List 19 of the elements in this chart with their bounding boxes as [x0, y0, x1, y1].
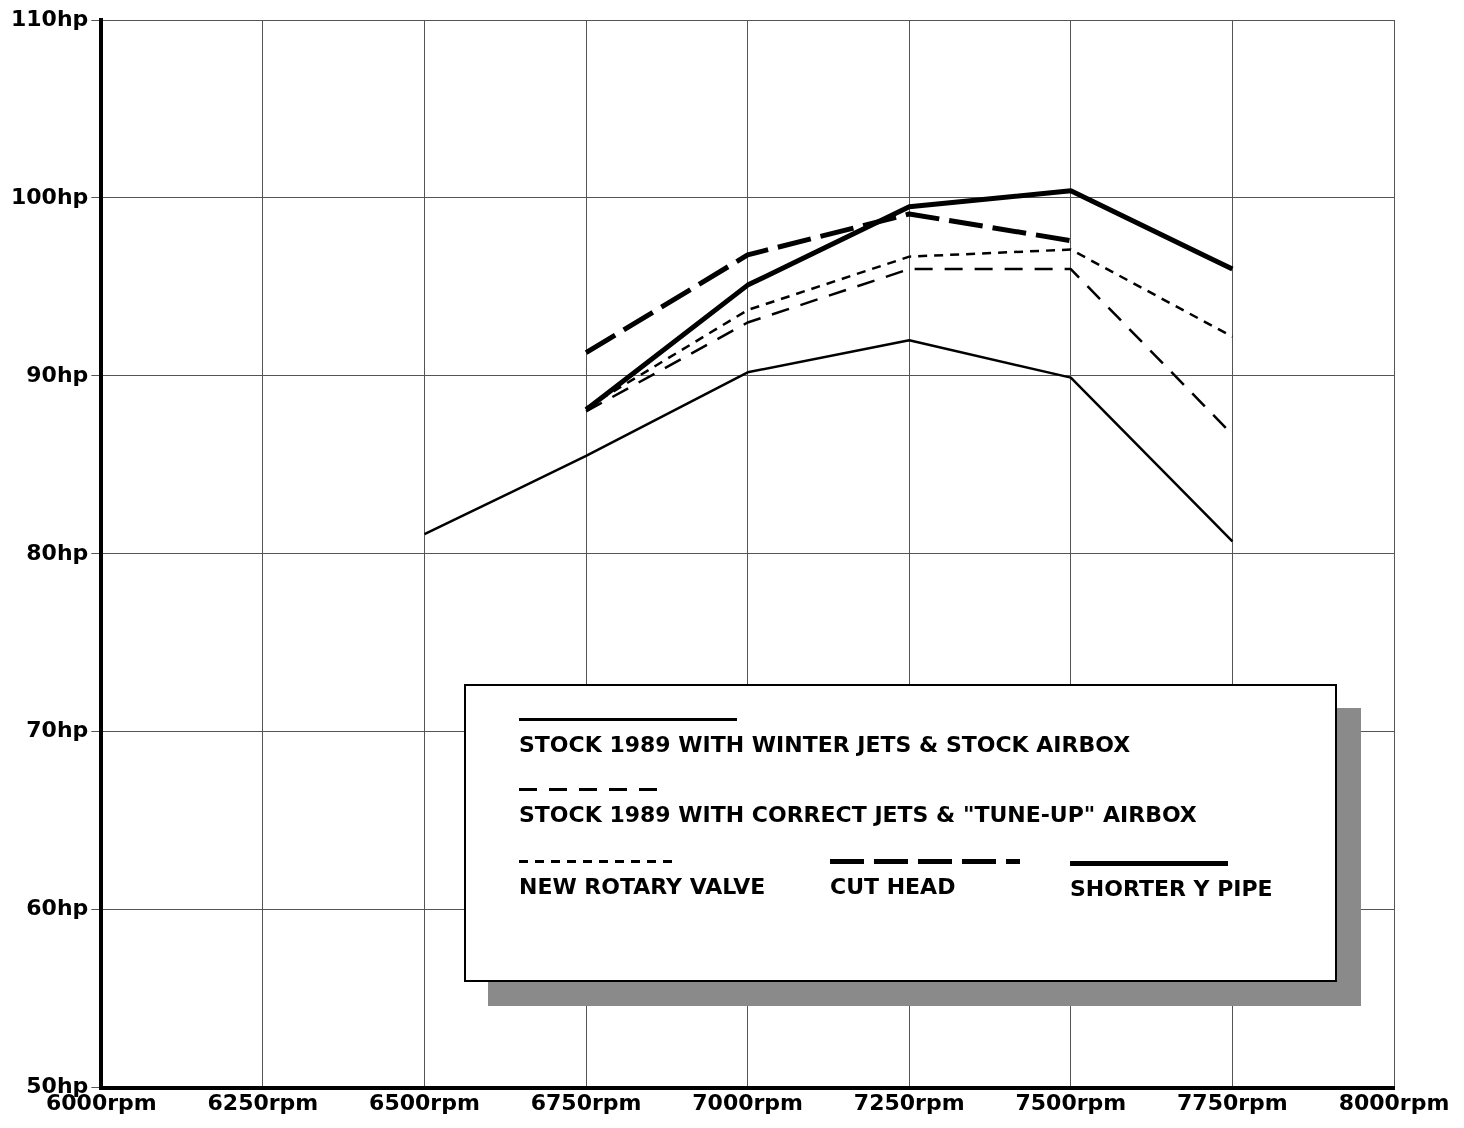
y-tick-label: 70hp	[26, 717, 89, 743]
y-tick-label: 80hp	[26, 539, 89, 565]
y-tick-label: 90hp	[26, 361, 89, 387]
x-tick-label: 7250rpm	[853, 1089, 965, 1115]
x-tick-label: 6250rpm	[207, 1089, 319, 1115]
legend-label: CUT HEAD	[830, 873, 956, 899]
x-tick-label: 8000rpm	[1338, 1089, 1450, 1115]
x-tick-label: 6500rpm	[369, 1089, 480, 1115]
y-tick-label: 60hp	[26, 895, 89, 921]
y-tick-label: 110hp	[10, 5, 89, 31]
legend-label: STOCK 1989 WITH WINTER JETS & STOCK AIRBOX	[519, 731, 1131, 757]
x-tick-label: 7000rpm	[692, 1089, 804, 1115]
y-tick-label: 100hp	[10, 183, 89, 209]
legend-label: STOCK 1989 WITH CORRECT JETS & "TUNE-UP" AIRBOX	[519, 801, 1197, 827]
x-tick-label: 7500rpm	[1015, 1089, 1127, 1115]
legend-label: NEW ROTARY VALVE	[519, 873, 766, 899]
legend-label: SHORTER Y PIPE	[1070, 875, 1273, 901]
x-tick-label: 6750rpm	[530, 1089, 642, 1115]
x-tick-label: 7750rpm	[1177, 1089, 1288, 1115]
